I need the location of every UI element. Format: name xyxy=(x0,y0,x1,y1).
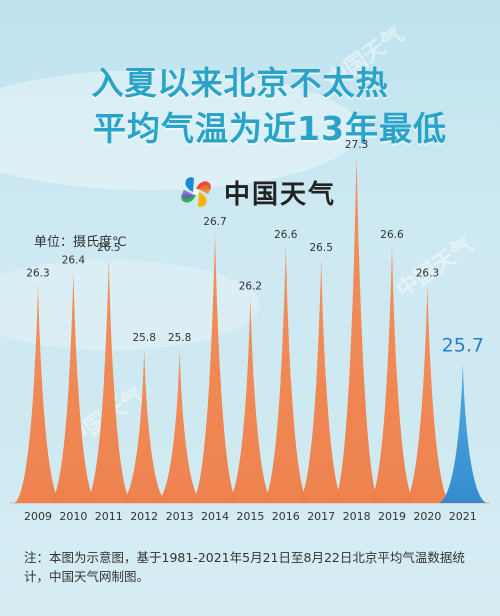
x-tick-label-2012: 2012 xyxy=(130,510,158,523)
value-label-2013: 25.8 xyxy=(168,332,191,344)
x-tick-label-2009: 2009 xyxy=(24,510,52,523)
x-tick-label-2014: 2014 xyxy=(201,510,229,523)
value-label-2015: 26.2 xyxy=(239,280,262,292)
pinwheel-logo-icon xyxy=(181,177,211,207)
x-tick-label-2018: 2018 xyxy=(343,510,371,523)
x-tick-label-2019: 2019 xyxy=(378,510,406,523)
x-tick-label-2011: 2011 xyxy=(95,510,123,523)
value-label-2020: 26.3 xyxy=(416,268,439,280)
x-tick-label-2020: 2020 xyxy=(413,510,441,523)
value-label-2012: 25.8 xyxy=(133,332,156,344)
value-label-2018: 27.3 xyxy=(345,139,368,151)
spike-2018 xyxy=(332,156,381,503)
title-line-1: 入夏以来北京不太热 xyxy=(91,64,389,102)
spike-2014 xyxy=(191,233,239,503)
x-tick-label-2021: 2021 xyxy=(449,510,477,523)
background-cloud xyxy=(0,70,360,190)
spike-2020 xyxy=(403,284,452,503)
spike-2009 xyxy=(14,284,62,503)
x-tick-label-2013: 2013 xyxy=(166,510,194,523)
x-tick-label-2010: 2010 xyxy=(59,510,87,523)
spike-2016 xyxy=(261,245,310,504)
value-label-2021: 25.7 xyxy=(442,335,484,357)
brand-logo: 中国天气 xyxy=(176,172,336,212)
value-label-2017: 26.5 xyxy=(310,242,333,254)
footnote: 注：本图为示意图，基于1981-2021年5月21日至8月22日北京平均气温数据… xyxy=(24,550,465,584)
spike-2015 xyxy=(226,297,275,503)
x-tick-label-2017: 2017 xyxy=(307,510,335,523)
spike-2017 xyxy=(297,258,346,503)
value-label-2016: 26.6 xyxy=(274,229,298,241)
value-label-2019: 26.6 xyxy=(380,229,404,241)
value-label-2010: 26.4 xyxy=(62,255,86,267)
spike-2012 xyxy=(120,348,169,503)
brand-name: 中国天气 xyxy=(224,179,337,210)
spike-2010 xyxy=(49,271,98,503)
spike-2019 xyxy=(368,245,416,504)
title-line-2: 平均气温为近13年最低 xyxy=(93,109,447,148)
x-tick-label-2016: 2016 xyxy=(272,510,300,523)
unit-label: 单位：摄氏度℃ xyxy=(34,235,127,250)
value-label-2014: 26.7 xyxy=(203,216,226,228)
spike-2013 xyxy=(155,348,204,503)
x-tick-label-2015: 2015 xyxy=(236,510,264,523)
spike-2011 xyxy=(84,258,133,503)
value-label-2009: 26.3 xyxy=(26,268,49,280)
value-label-2011: 26.5 xyxy=(97,242,120,254)
spike-2021 xyxy=(438,361,487,503)
